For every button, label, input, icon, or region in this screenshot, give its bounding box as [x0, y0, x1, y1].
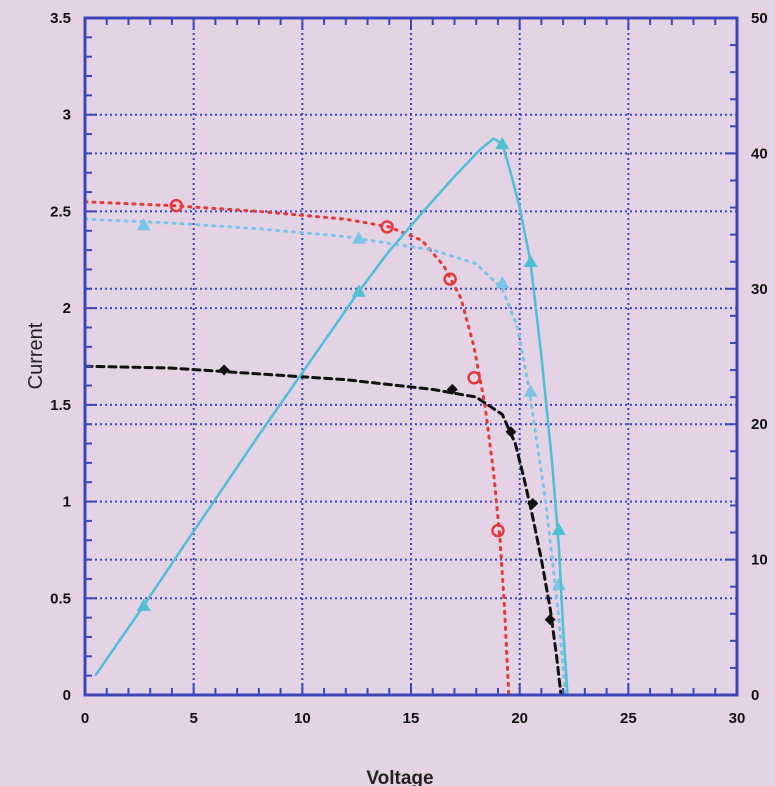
y-tick-label: 2	[63, 300, 71, 317]
y-tick-label: 0	[63, 687, 71, 704]
grid	[85, 18, 737, 695]
data-point	[218, 364, 230, 376]
y-tick-label: 3	[63, 107, 71, 124]
series-2	[83, 364, 563, 697]
y2-tick-label: 10	[751, 552, 768, 569]
x-tick-label: 20	[511, 710, 528, 727]
data-point	[446, 383, 458, 395]
x-tick-label: 5	[189, 710, 197, 727]
y-tick-label: 3.5	[50, 10, 71, 27]
data-point	[544, 614, 556, 626]
data-point	[169, 198, 184, 213]
series-line	[83, 217, 567, 697]
x-tick-label: 0	[81, 710, 89, 727]
y-tick-label: 1	[63, 494, 71, 511]
data-point	[351, 284, 366, 297]
data-point	[495, 136, 510, 150]
series-1	[83, 217, 567, 697]
series-line	[94, 137, 569, 697]
tick-labels: 0 5 10 15 20 25 30 0 0.5 1 1.5 2 2.5 3 3.5 0 10 20 30 40 50	[50, 10, 768, 727]
x-axis-title: Voltage	[366, 768, 433, 786]
y2-tick-label: 30	[751, 281, 768, 298]
x-tick-label: 25	[620, 710, 637, 727]
data-point	[491, 523, 505, 538]
series-line	[83, 364, 563, 697]
data-point	[523, 384, 538, 397]
y-tick-label: 0.5	[50, 590, 71, 607]
series-0	[83, 198, 511, 697]
data-point	[495, 275, 510, 289]
y-tick-label: 1.5	[50, 397, 71, 414]
data-point	[523, 254, 538, 267]
axes	[83, 16, 739, 697]
y2-tick-label: 40	[751, 145, 768, 162]
data-point	[380, 220, 394, 234]
y-axis-title: Current	[25, 322, 47, 389]
y2-tick-label: 20	[751, 416, 768, 433]
data-point	[527, 498, 539, 510]
y-tick-label: 2.5	[50, 203, 71, 220]
data-point	[505, 426, 517, 438]
data-point	[467, 371, 481, 385]
data-point	[443, 272, 457, 286]
data-point	[136, 598, 151, 611]
series-3	[94, 136, 569, 697]
y2-tick-label: 50	[751, 10, 768, 27]
y2-tick-label: 0	[751, 687, 759, 704]
x-tick-label: 10	[294, 710, 311, 727]
data-point	[136, 217, 151, 231]
x-tick-label: 15	[403, 710, 420, 727]
series-layer	[83, 136, 569, 697]
data-point	[351, 231, 366, 244]
data-point	[551, 577, 566, 590]
data-point	[551, 522, 566, 536]
series-line	[83, 200, 511, 697]
x-tick-label: 30	[729, 710, 746, 727]
